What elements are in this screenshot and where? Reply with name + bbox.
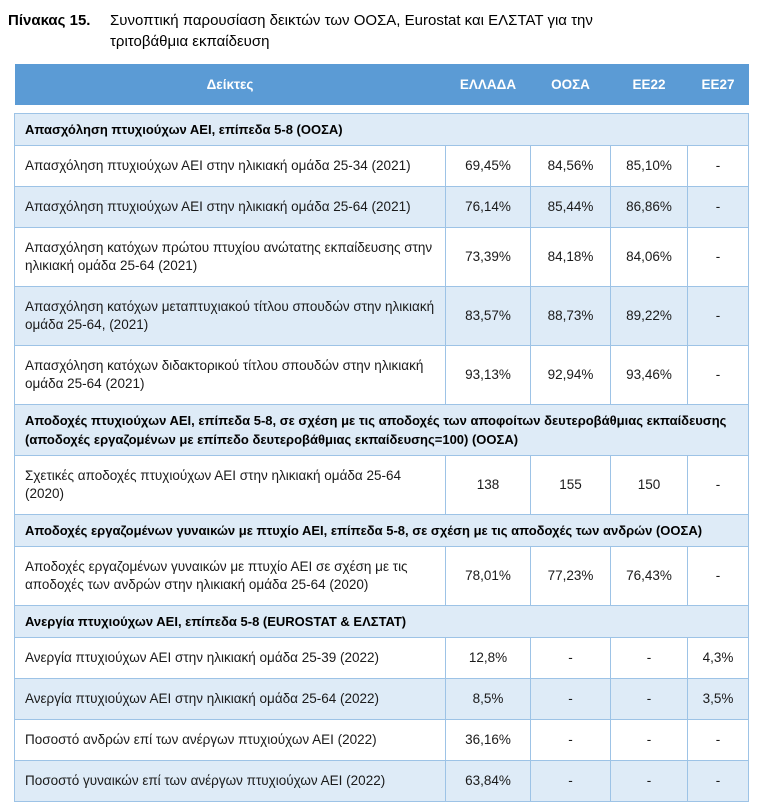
row-label: Απασχόληση κατόχων μεταπτυχιακού τίτλου …: [14, 285, 446, 346]
row-label: Απασχόληση πτυχιούχων ΑΕΙ στην ηλικιακή …: [14, 185, 446, 228]
section-header-relative-earnings: Αποδοχές πτυχιούχων ΑΕΙ, επίπεδα 5-8, σε…: [14, 403, 749, 456]
cell-ee27: -: [687, 144, 749, 187]
cell-ee22: 76,43%: [610, 545, 688, 606]
cell-greece: 69,45%: [445, 144, 531, 187]
cell-greece: 76,14%: [445, 185, 531, 228]
cell-ee22: -: [610, 759, 688, 802]
cell-greece: 63,84%: [445, 759, 531, 802]
cell-greece: 73,39%: [445, 226, 531, 287]
cell-ee27: 4,3%: [687, 636, 749, 679]
cell-greece: 8,5%: [445, 677, 531, 720]
cell-oecd: -: [530, 718, 611, 761]
cell-ee22: 150: [610, 454, 688, 515]
row-label: Ανεργία πτυχιούχων ΑΕΙ στην ηλικιακή ομά…: [14, 636, 446, 679]
cell-ee27: -: [687, 718, 749, 761]
cell-oecd: 155: [530, 454, 611, 515]
cell-ee27: -: [687, 759, 749, 802]
cell-ee27: -: [687, 226, 749, 287]
cell-oecd: 84,18%: [530, 226, 611, 287]
section-header-employment: Απασχόληση πτυχιούχων ΑΕΙ, επίπεδα 5-8 (…: [14, 112, 749, 146]
cell-ee27: -: [687, 185, 749, 228]
table-row: Απασχόληση κατόχων πρώτου πτυχίου ανώτατ…: [14, 226, 749, 287]
cell-ee22: -: [610, 718, 688, 761]
table-row: Απασχόληση πτυχιούχων ΑΕΙ στην ηλικιακή …: [14, 185, 749, 228]
table-header-row: Δείκτες ΕΛΛΑΔΑ ΟΟΣΑ ΕΕ22 ΕΕ27: [14, 64, 749, 105]
cell-ee27: -: [687, 285, 749, 346]
table-row: Ανεργία πτυχιούχων ΑΕΙ στην ηλικιακή ομά…: [14, 636, 749, 679]
table-row: Ποσοστό ανδρών επί των ανέργων πτυχιούχω…: [14, 718, 749, 761]
row-label: Απασχόληση πτυχιούχων ΑΕΙ στην ηλικιακή …: [14, 144, 446, 187]
cell-oecd: -: [530, 677, 611, 720]
cell-ee22: -: [610, 636, 688, 679]
table-caption-text: Συνοπτική παρουσίαση δεικτών των ΟΟΣΑ, E…: [110, 12, 593, 50]
section-header-row: Αποδοχές εργαζομένων γυναικών με πτυχίο …: [14, 513, 749, 547]
cell-ee22: 85,10%: [610, 144, 688, 187]
section-header-unemployment: Ανεργία πτυχιούχων ΑΕΙ, επίπεδα 5-8 (EUR…: [14, 604, 749, 638]
cell-oecd: 85,44%: [530, 185, 611, 228]
cell-greece: 83,57%: [445, 285, 531, 346]
table-row: Ανεργία πτυχιούχων ΑΕΙ στην ηλικιακή ομά…: [14, 677, 749, 720]
cell-ee27: -: [687, 545, 749, 606]
cell-oecd: 84,56%: [530, 144, 611, 187]
cell-greece: 138: [445, 454, 531, 515]
cell-oecd: -: [530, 759, 611, 802]
table-label: Πίνακας 15.: [8, 12, 91, 29]
cell-greece: 36,16%: [445, 718, 531, 761]
column-header-oecd: ΟΟΣΑ: [530, 64, 611, 105]
cell-oecd: 77,23%: [530, 545, 611, 606]
cell-ee22: 86,86%: [610, 185, 688, 228]
cell-greece: 78,01%: [445, 545, 531, 606]
header-spacer: [14, 105, 749, 113]
table-caption: Πίνακας 15. Συνοπτική παρουσίαση δεικτών…: [8, 10, 756, 52]
cell-ee27: 3,5%: [687, 677, 749, 720]
cell-greece: 12,8%: [445, 636, 531, 679]
cell-greece: 93,13%: [445, 344, 531, 405]
row-label: Απασχόληση κατόχων διδακτορικού τίτλου σ…: [14, 344, 446, 405]
section-header-row: Απασχόληση πτυχιούχων ΑΕΙ, επίπεδα 5-8 (…: [14, 112, 749, 146]
cell-ee27: -: [687, 344, 749, 405]
cell-ee27: -: [687, 454, 749, 515]
column-header-indicators: Δείκτες: [14, 64, 446, 105]
table-row: Σχετικές αποδοχές πτυχιούχων ΑΕΙ στην ηλ…: [14, 454, 749, 515]
cell-ee22: 93,46%: [610, 344, 688, 405]
section-header-gender-earnings: Αποδοχές εργαζομένων γυναικών με πτυχίο …: [14, 513, 749, 547]
table-row: Απασχόληση κατόχων διδακτορικού τίτλου σ…: [14, 344, 749, 405]
row-label: Απασχόληση κατόχων πρώτου πτυχίου ανώτατ…: [14, 226, 446, 287]
section-header-row: Ανεργία πτυχιούχων ΑΕΙ, επίπεδα 5-8 (EUR…: [14, 604, 749, 638]
column-header-ee22: ΕΕ22: [610, 64, 688, 105]
cell-oecd: 88,73%: [530, 285, 611, 346]
indicators-table: Δείκτες ΕΛΛΑΔΑ ΟΟΣΑ ΕΕ22 ΕΕ27 Απασχόληση…: [14, 64, 749, 802]
cell-ee22: 84,06%: [610, 226, 688, 287]
column-header-ee27: ΕΕ27: [687, 64, 749, 105]
section-header-row: Αποδοχές πτυχιούχων ΑΕΙ, επίπεδα 5-8, σε…: [14, 403, 749, 456]
table-row: Αποδοχές εργαζομένων γυναικών με πτυχίο …: [14, 545, 749, 606]
column-header-greece: ΕΛΛΑΔΑ: [445, 64, 531, 105]
row-label: Ανεργία πτυχιούχων ΑΕΙ στην ηλικιακή ομά…: [14, 677, 446, 720]
cell-oecd: 92,94%: [530, 344, 611, 405]
row-label: Ποσοστό γυναικών επί των ανέργων πτυχιού…: [14, 759, 446, 802]
cell-ee22: -: [610, 677, 688, 720]
row-label: Ποσοστό ανδρών επί των ανέργων πτυχιούχω…: [14, 718, 446, 761]
row-label: Αποδοχές εργαζομένων γυναικών με πτυχίο …: [14, 545, 446, 606]
table-row: Απασχόληση πτυχιούχων ΑΕΙ στην ηλικιακή …: [14, 144, 749, 187]
cell-oecd: -: [530, 636, 611, 679]
cell-ee22: 89,22%: [610, 285, 688, 346]
table-row: Ποσοστό γυναικών επί των ανέργων πτυχιού…: [14, 759, 749, 802]
table-row: Απασχόληση κατόχων μεταπτυχιακού τίτλου …: [14, 285, 749, 346]
row-label: Σχετικές αποδοχές πτυχιούχων ΑΕΙ στην ηλ…: [14, 454, 446, 515]
